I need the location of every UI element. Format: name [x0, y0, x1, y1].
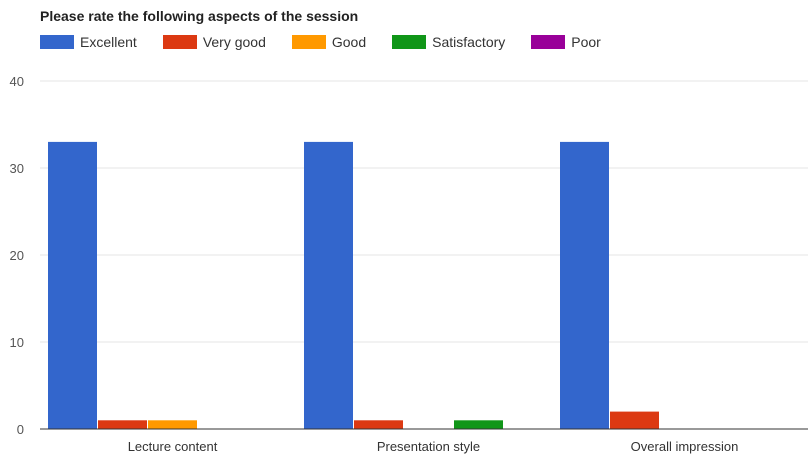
bar-overall-impression-very-good [610, 411, 659, 429]
legend-label-satisfactory: Satisfactory [432, 34, 506, 50]
bars [48, 141, 659, 429]
legend-swatch-poor [531, 35, 566, 49]
bar-overall-impression-excellent [560, 141, 609, 429]
legend-item-satisfactory[interactable]: Satisfactory [392, 34, 505, 50]
bar-presentation-style-satisfactory [454, 420, 503, 429]
y-tick-label-20: 20 [10, 248, 24, 263]
legend-label-very-good: Very good [202, 34, 266, 50]
y-axis-ticks: 0 10 20 30 40 [10, 74, 24, 437]
y-tick-label-0: 0 [17, 422, 24, 437]
chart-title: Please rate the following aspects of the… [40, 8, 359, 24]
legend-label-poor: Poor [571, 34, 601, 50]
x-tick-label-lecture-content: Lecture content [128, 439, 218, 454]
legend-item-very-good[interactable]: Very good [162, 34, 266, 50]
legend-swatch-excellent [40, 35, 74, 49]
gridlines [40, 80, 808, 343]
bar-presentation-style-very-good [354, 420, 403, 429]
y-tick-label-40: 40 [10, 74, 24, 89]
bar-presentation-style-excellent [304, 141, 353, 429]
x-tick-label-presentation-style: Presentation style [377, 439, 480, 454]
legend-label-excellent: Excellent [80, 34, 137, 50]
x-axis-labels: Lecture content Presentation style Overall… [128, 439, 739, 454]
bar-lecture-content-excellent [48, 141, 97, 429]
legend-swatch-satisfactory [392, 35, 427, 49]
legend: Excellent Very good Good Satisfactory Po… [40, 34, 627, 50]
legend-item-poor[interactable]: Poor [531, 34, 601, 50]
y-tick-label-10: 10 [10, 335, 24, 350]
y-tick-label-30: 30 [10, 161, 24, 176]
legend-item-good[interactable]: Good [291, 34, 367, 50]
legend-swatch-good [291, 35, 326, 49]
x-tick-label-overall-impression: Overall impression [631, 439, 739, 454]
legend-label-good: Good [331, 34, 367, 50]
bar-lecture-content-good [148, 420, 197, 429]
legend-item-excellent[interactable]: Excellent [40, 34, 137, 50]
bar-lecture-content-very-good [98, 420, 147, 429]
legend-swatch-very-good [162, 35, 197, 49]
